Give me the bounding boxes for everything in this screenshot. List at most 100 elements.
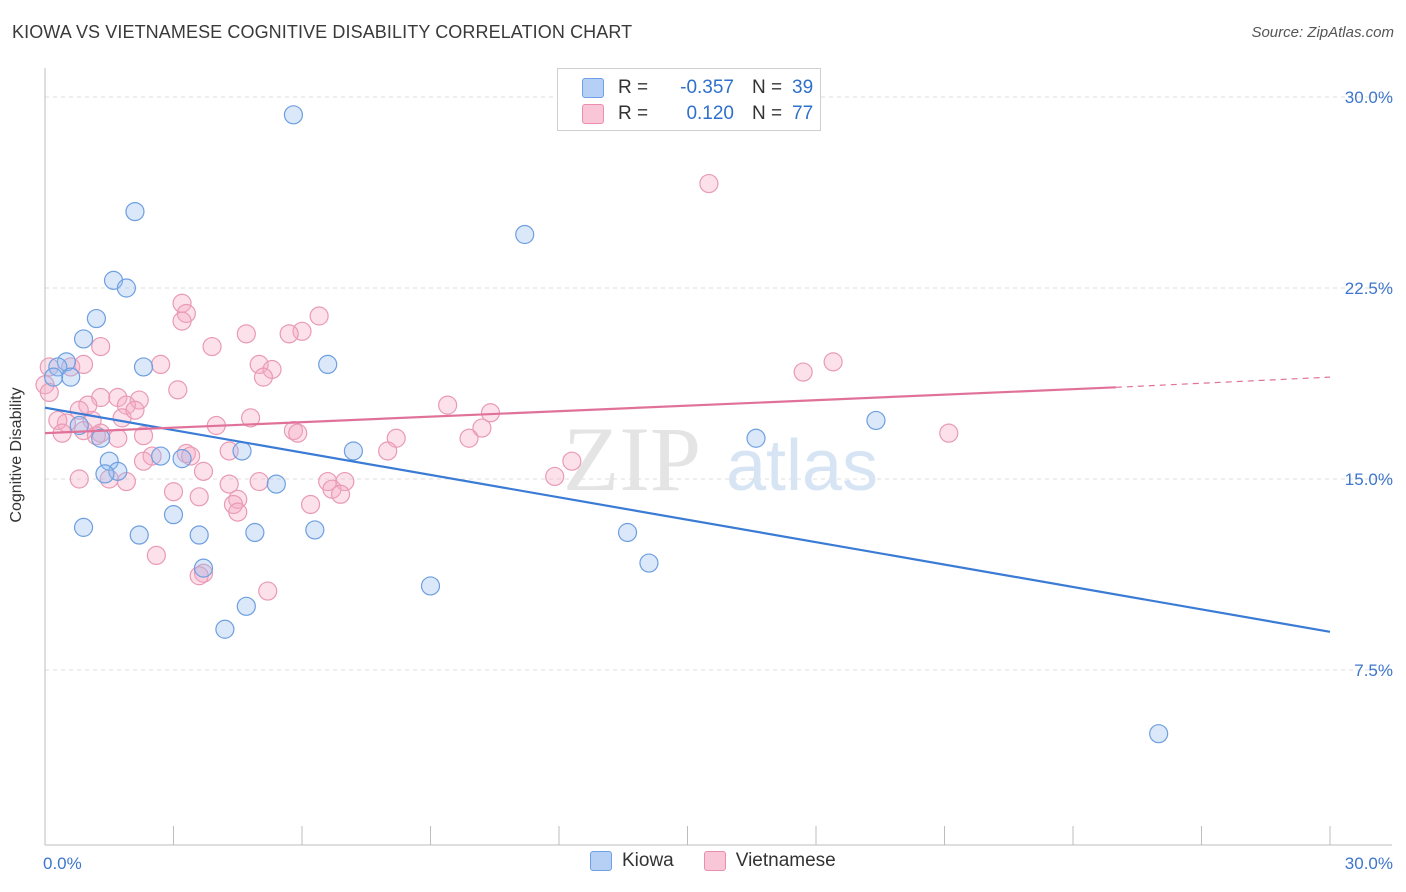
kiowa-point	[866, 410, 886, 431]
source-note: Source: ZipAtlas.com	[1251, 24, 1394, 41]
kiowa-point	[151, 446, 171, 466]
chart-title: KIOWA VS VIETNAMESE COGNITIVE DISABILITY…	[12, 22, 633, 42]
vietnamese-point	[823, 352, 843, 372]
legend-item-kiowa[interactable]: Kiowa	[590, 850, 674, 872]
vietnamese-point	[330, 484, 351, 504]
vietnamese-point	[545, 466, 565, 487]
legend-row-vietnamese: R = 0.120 N = 77	[582, 102, 813, 126]
vietnamese-point	[219, 474, 239, 494]
vietnamese-point	[129, 390, 149, 410]
kiowa-point	[73, 329, 94, 349]
kiowa-point	[129, 525, 149, 545]
vietnamese-point	[258, 581, 278, 601]
vietnamese-point	[172, 311, 192, 331]
kiowa-point	[343, 441, 363, 461]
vietnamese-point	[562, 451, 582, 471]
n-value: 77	[792, 103, 814, 124]
kiowa-point	[69, 415, 89, 436]
kiowa-point	[86, 308, 107, 329]
x-tick-label: 0.0%	[43, 854, 82, 873]
kiowa-point	[232, 441, 252, 461]
vietnamese-point	[39, 382, 59, 403]
kiowa-point	[73, 517, 94, 537]
vietnamese-point	[228, 502, 248, 522]
kiowa-point	[236, 596, 256, 616]
vietnamese-point	[241, 408, 261, 428]
vietnamese-point	[133, 426, 154, 446]
grid	[45, 96, 1392, 671]
vietnamese-swatch	[703, 851, 726, 871]
kiowa-trend-line	[44, 406, 1331, 633]
kiowa-point	[245, 522, 265, 543]
legend-item-vietnamese[interactable]: Vietnamese	[703, 850, 836, 872]
y-tick-label: 15.0%	[1345, 470, 1393, 489]
vietnamese-point	[189, 487, 209, 507]
tick-labels: 7.5% 15.0% 22.5% 30.0% 0.0% 30.0%	[43, 88, 1393, 873]
vietnamese-point	[48, 410, 68, 431]
vietnamese-point	[459, 428, 479, 448]
vietnamese-point	[378, 441, 398, 461]
vietnamese-point	[699, 173, 719, 194]
kiowa-point	[1149, 724, 1169, 744]
vietnamese-point	[438, 395, 458, 415]
kiowa-point	[617, 522, 638, 543]
vietnamese-point	[793, 362, 813, 382]
trend-lines	[44, 376, 1331, 633]
kiowa-point	[172, 449, 192, 469]
kiowa-point	[43, 367, 64, 387]
kiowa-point	[133, 357, 154, 377]
vietnamese-trend-line	[44, 386, 1116, 435]
vietnamese-point	[202, 336, 222, 357]
vietnamese-point	[151, 354, 171, 374]
kiowa-point	[639, 553, 659, 573]
kiowa-point	[193, 558, 214, 578]
kiowa-point	[283, 105, 304, 125]
vietnamese-point	[125, 400, 145, 420]
vietnamese-point	[939, 423, 959, 443]
y-tick-label: 7.5%	[1354, 661, 1393, 680]
kiowa-point	[420, 576, 441, 596]
kiowa-point	[95, 464, 115, 484]
y-tick-label: 22.5%	[1345, 279, 1393, 298]
kiowa-point	[318, 354, 338, 374]
vietnamese-point	[253, 367, 274, 387]
vietnamese-point	[146, 545, 166, 566]
kiowa-points	[43, 105, 1169, 744]
kiowa-swatch	[590, 851, 612, 871]
r-label: R =	[618, 77, 649, 98]
r-value: 0.120	[686, 103, 734, 124]
vietnamese-point	[69, 469, 89, 489]
y-axis-label: Cognitive Disability	[8, 387, 25, 523]
vietnamese-point	[279, 324, 299, 344]
legend-row-kiowa: R = -0.357 N = 39	[582, 76, 813, 100]
kiowa-point	[61, 367, 81, 387]
vietnamese-points	[35, 173, 959, 601]
vietnamese-point	[108, 428, 128, 448]
vietnamese-point	[91, 336, 111, 357]
kiowa-point	[515, 224, 535, 245]
legend-label-kiowa: Kiowa	[622, 850, 674, 871]
vietnamese-trend-extension	[1115, 376, 1331, 388]
kiowa-point	[91, 428, 111, 448]
vietnamese-point	[249, 354, 269, 374]
kiowa-point	[305, 520, 325, 540]
vietnamese-point	[472, 418, 492, 438]
vietnamese-point	[300, 494, 321, 515]
n-label: N =	[752, 103, 783, 124]
vietnamese-point	[288, 423, 308, 443]
series-legend: Kiowa Vietnamese	[590, 850, 866, 872]
y-tick-label: 30.0%	[1345, 88, 1393, 107]
n-value: 39	[792, 77, 814, 98]
vietnamese-point	[168, 380, 188, 400]
kiowa-point	[163, 505, 184, 525]
x-tick-label: 30.0%	[1345, 854, 1393, 873]
kiowa-point	[125, 202, 145, 222]
vietnamese-point	[163, 482, 184, 502]
kiowa-point	[48, 357, 68, 377]
n-label: N =	[752, 77, 783, 98]
kiowa-swatch	[582, 78, 604, 98]
kiowa-point	[189, 525, 209, 545]
legend-label-vietnamese: Vietnamese	[735, 850, 836, 871]
kiowa-point	[746, 428, 766, 448]
